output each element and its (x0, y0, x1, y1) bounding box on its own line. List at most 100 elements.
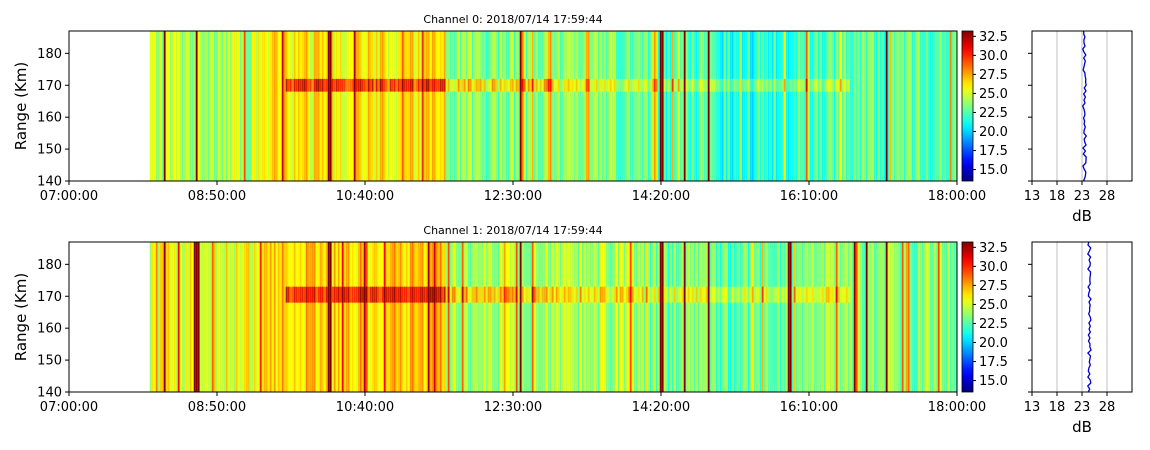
heatmap-column (257, 242, 260, 392)
heatmap-column (301, 242, 304, 392)
heatmap-column (753, 242, 756, 392)
heatmap-column (181, 31, 184, 181)
layer-band-cell (613, 286, 616, 303)
heatmap-column (941, 242, 944, 392)
layer-band-cell (743, 78, 746, 92)
layer-band-cell (353, 286, 356, 303)
layer-band-cell (429, 78, 432, 92)
layer-band-cell (427, 78, 430, 92)
layer-band-cell (617, 78, 620, 92)
layer-band-cell (591, 78, 594, 92)
layer-band-cell (557, 286, 560, 303)
layer-band-cell (357, 286, 360, 303)
heatmap-column (861, 31, 864, 181)
colorbar-tick-label: 30.0 (979, 260, 1008, 275)
heatmap-column (253, 242, 256, 392)
heatmap-column (635, 242, 638, 392)
heatmap-column (663, 31, 666, 181)
layer-band-cell (471, 286, 474, 303)
heatmap-column (647, 242, 650, 392)
layer-band-cell (463, 286, 466, 303)
layer-band-cell (837, 78, 840, 92)
heatmap-column (899, 242, 902, 392)
colorbar-tick-label: 20.0 (979, 336, 1008, 351)
heatmap-column (723, 242, 726, 392)
layer-band-cell (347, 78, 350, 92)
heatmap-column (279, 31, 282, 181)
layer-band-cell (813, 78, 816, 92)
heatmap-column (191, 242, 194, 392)
heatmap-column (397, 242, 400, 392)
heatmap-column (841, 242, 844, 392)
heatmap-column (399, 242, 402, 392)
heatmap-column (575, 31, 578, 181)
heatmap-column (697, 31, 700, 181)
layer-band-cell (319, 78, 322, 92)
heatmap-column (199, 242, 202, 392)
heatmap-column (425, 242, 428, 392)
layer-band-cell (721, 78, 724, 92)
layer-band-cell (407, 286, 410, 303)
layer-band-cell (515, 286, 518, 303)
layer-band-cell (553, 286, 556, 303)
layer-band-cell (843, 286, 846, 303)
layer-band-cell (763, 78, 766, 92)
layer-band-cell (663, 78, 666, 92)
heatmap-column (225, 31, 228, 181)
heatmap-column (269, 31, 272, 181)
layer-band-cell (737, 286, 740, 303)
heatmap-column (541, 31, 544, 181)
layer-band-cell (437, 286, 440, 303)
heatmap-column (881, 31, 884, 181)
heatmap-column (557, 242, 560, 392)
heatmap-column (423, 31, 426, 181)
heatmap-column (933, 31, 936, 181)
layer-band-cell (725, 286, 728, 303)
heatmap-column (235, 242, 238, 392)
heatmap-column (451, 242, 454, 392)
heatmap-column (221, 242, 224, 392)
heatmap-column (867, 242, 870, 392)
heatmap-column (433, 242, 436, 392)
layer-band-cell (485, 286, 488, 303)
layer-band-cell (847, 78, 850, 92)
heatmap-column (735, 242, 738, 392)
layer-band-cell (657, 78, 660, 92)
layer-band-cell (629, 78, 632, 92)
layer-band-cell (421, 286, 424, 303)
layer-band-cell (411, 78, 414, 92)
layer-band-cell (847, 286, 850, 303)
layer-band-cell (293, 78, 296, 92)
heatmap-column (547, 242, 550, 392)
heatmap-column (539, 242, 542, 392)
heatmap-column (157, 31, 160, 181)
layer-band-cell (315, 286, 318, 303)
heatmap-column (761, 31, 764, 181)
heatmap-column (163, 31, 166, 181)
layer-band-cell (801, 78, 804, 92)
layer-band-cell (503, 78, 506, 92)
heatmap-column (675, 31, 678, 181)
layer-band-cell (757, 286, 760, 303)
layer-band-cell (501, 78, 504, 92)
heatmap-column (479, 31, 482, 181)
heatmap-column (887, 242, 890, 392)
layer-band-cell (697, 78, 700, 92)
heatmap-column (291, 31, 294, 181)
layer-band-cell (749, 286, 752, 303)
heatmap-column (759, 31, 762, 181)
layer-band-cell (455, 286, 458, 303)
layer-band-cell (839, 78, 842, 92)
layer-band-cell (655, 78, 658, 92)
layer-band-cell (741, 78, 744, 92)
heatmap-column (255, 242, 258, 392)
heatmap-column (207, 242, 210, 392)
heatmap-column (701, 242, 704, 392)
layer-band-cell (595, 78, 598, 92)
layer-band-cell (375, 78, 378, 92)
layer-band-cell (815, 78, 818, 92)
layer-band-cell (691, 78, 694, 92)
heatmap-column (309, 242, 312, 392)
heatmap-column (625, 242, 628, 392)
heatmap-column (555, 31, 558, 181)
